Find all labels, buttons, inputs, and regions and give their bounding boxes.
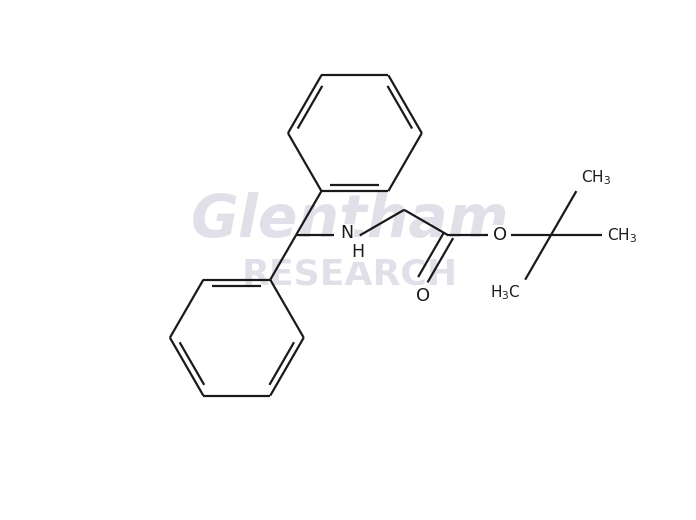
Text: H: H (351, 243, 365, 261)
Text: O: O (416, 287, 430, 305)
Text: Glentham: Glentham (191, 192, 509, 249)
Text: O: O (493, 226, 507, 244)
Text: CH$_3$: CH$_3$ (607, 226, 637, 245)
Text: RESEARCH: RESEARCH (242, 258, 458, 292)
Text: H$_3$C: H$_3$C (489, 283, 521, 302)
Text: N: N (340, 225, 354, 242)
Text: CH$_3$: CH$_3$ (581, 168, 611, 187)
